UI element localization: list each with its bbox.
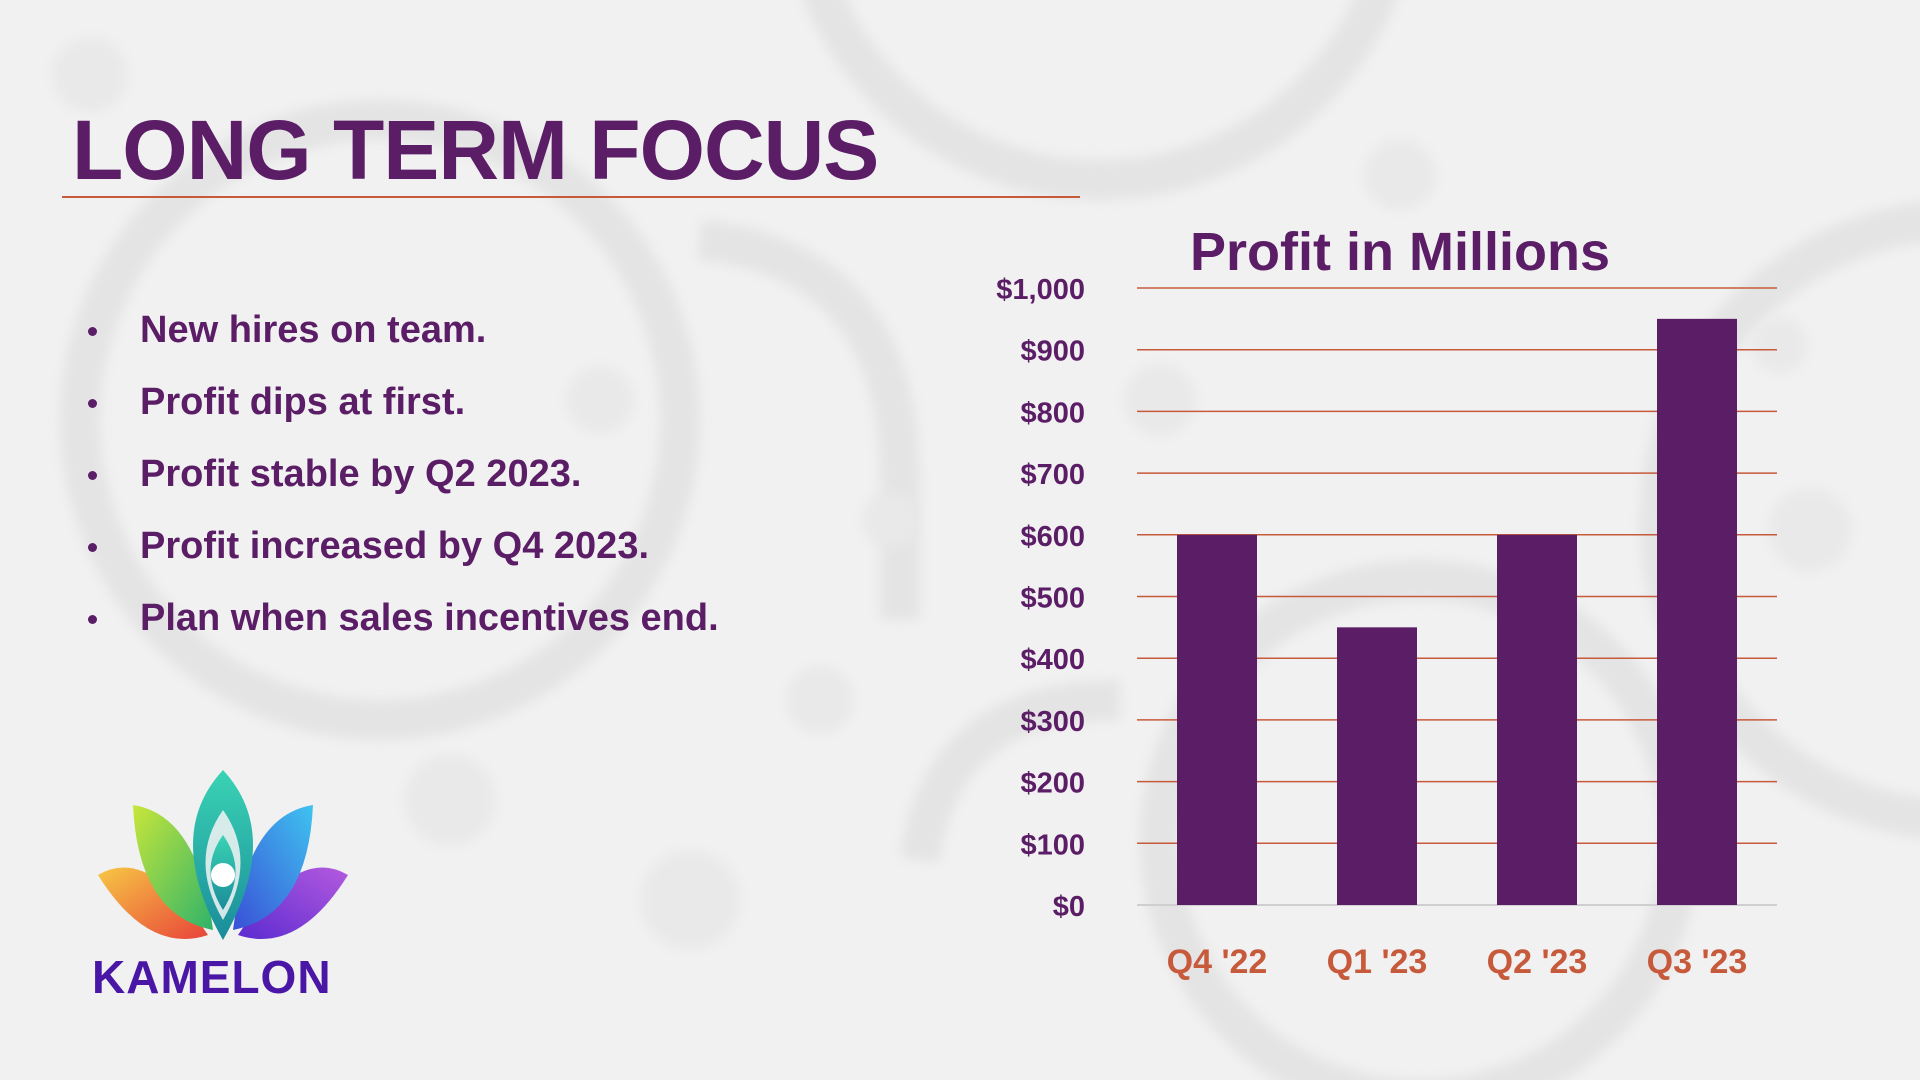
y-tick-label: $700 bbox=[1020, 459, 1085, 491]
bullet-list: New hires on team. Profit dips at first.… bbox=[82, 300, 719, 660]
x-tick-label: Q1 '23 bbox=[1327, 943, 1428, 981]
bullet-item: Plan when sales incentives end. bbox=[82, 588, 719, 660]
x-axis-ticks: Q4 '22 Q1 '23 Q2 '23 Q3 '23 bbox=[1167, 943, 1748, 981]
y-tick-label: $500 bbox=[1020, 583, 1085, 615]
bar-4 bbox=[1657, 318, 1737, 906]
y-tick-label: $100 bbox=[1020, 829, 1085, 861]
y-tick-label: $1,000 bbox=[996, 274, 1085, 306]
bullet-dot-icon bbox=[88, 327, 97, 336]
bullet-text: Profit stable by Q2 2023. bbox=[140, 453, 582, 495]
y-tick-label: $900 bbox=[1020, 336, 1085, 368]
bullet-dot-icon bbox=[88, 399, 97, 408]
bullet-item: Profit stable by Q2 2023. bbox=[82, 444, 719, 516]
bullet-item: Profit increased by Q4 2023. bbox=[82, 516, 719, 588]
bullet-item: Profit dips at first. bbox=[82, 372, 719, 444]
y-tick-label: $600 bbox=[1020, 521, 1085, 553]
logo-wordmark: KAMELON bbox=[92, 951, 332, 1003]
profit-bar-chart: Profit in Millions $0 $100 $200 $300 $400 $50… bbox=[996, 222, 1777, 981]
y-tick-label: $800 bbox=[1020, 397, 1085, 429]
bullet-dot-icon bbox=[88, 615, 97, 624]
y-axis-ticks: $0 $100 $200 $300 $400 $500 $600 $700 $800 $900 $1… bbox=[996, 274, 1085, 923]
y-tick-label: $400 bbox=[1020, 644, 1085, 676]
x-tick-label: Q3 '23 bbox=[1647, 943, 1748, 981]
y-tick-label: $0 bbox=[1053, 891, 1085, 923]
page-title: LONG TERM FOCUS bbox=[72, 103, 879, 197]
lotus-logo-icon bbox=[98, 770, 348, 940]
bullet-dot-icon bbox=[88, 471, 97, 480]
bullet-text: Profit increased by Q4 2023. bbox=[140, 525, 650, 567]
bullet-text: New hires on team. bbox=[140, 309, 487, 351]
y-tick-label: $300 bbox=[1020, 706, 1085, 738]
bullet-text: Profit dips at first. bbox=[140, 381, 466, 423]
bar-3 bbox=[1497, 534, 1577, 905]
x-tick-label: Q4 '22 bbox=[1167, 943, 1268, 981]
title-underline bbox=[62, 196, 1080, 198]
x-tick-label: Q2 '23 bbox=[1487, 943, 1588, 981]
bar-2 bbox=[1337, 627, 1417, 905]
bullet-dot-icon bbox=[88, 543, 97, 552]
chart-title: Profit in Millions bbox=[1190, 222, 1610, 282]
y-tick-label: $200 bbox=[1020, 768, 1085, 800]
bullet-text: Plan when sales incentives end. bbox=[140, 597, 719, 639]
chart-bars bbox=[1177, 318, 1737, 906]
bullet-item: New hires on team. bbox=[82, 300, 719, 372]
bar-1 bbox=[1177, 534, 1257, 905]
